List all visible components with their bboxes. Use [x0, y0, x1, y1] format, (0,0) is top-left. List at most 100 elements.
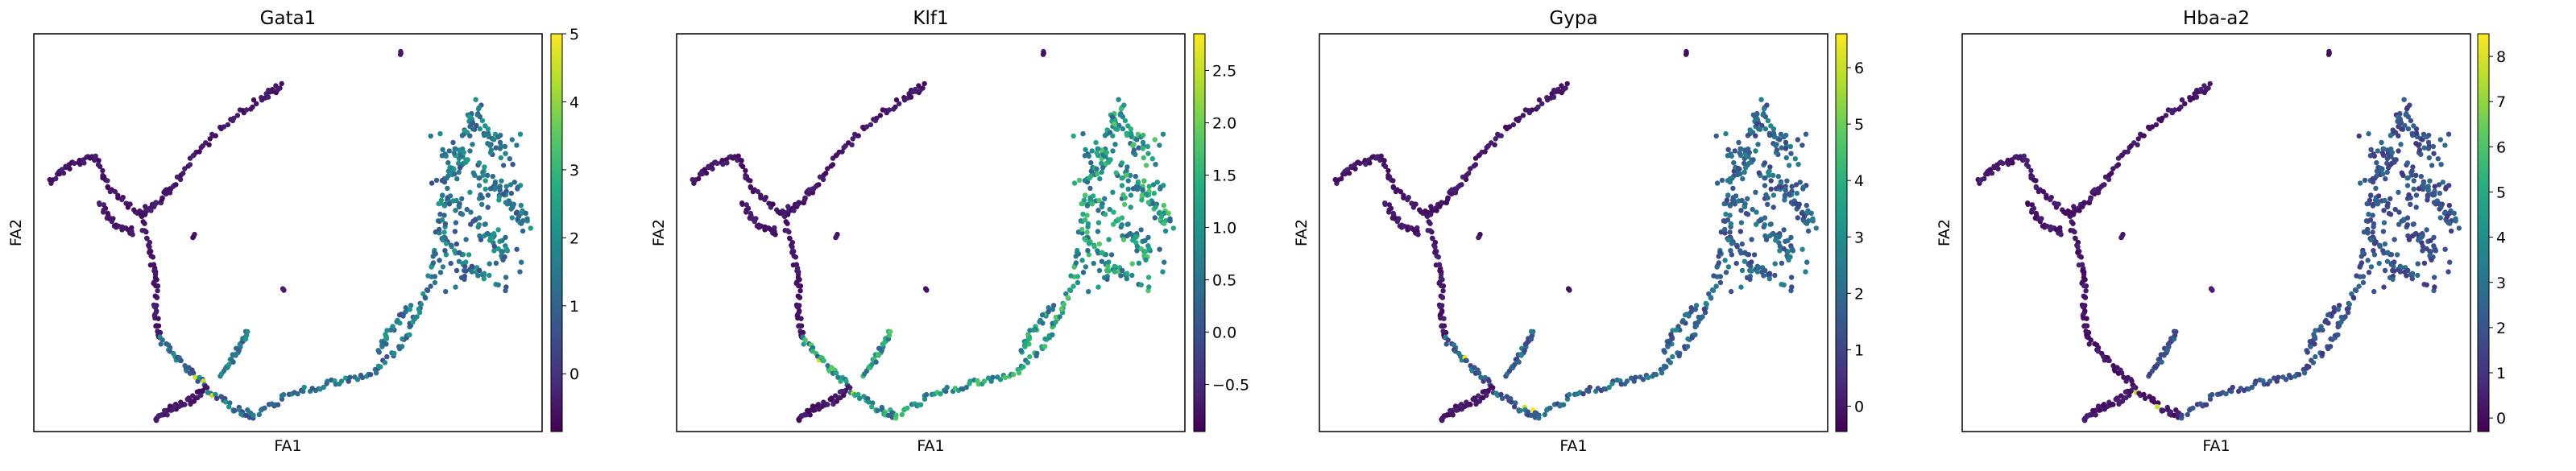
scatter-point — [1741, 169, 1747, 176]
scatter-point — [1749, 237, 1754, 242]
scatter-point — [496, 197, 502, 203]
scatter-point — [2207, 81, 2213, 87]
scatter-point — [443, 153, 449, 159]
scatter-point — [2384, 204, 2391, 210]
scatter-point — [2036, 188, 2042, 195]
panel-3: Gypa FA1 FA2 0 1 2 3 4 5 6 — [1293, 8, 1864, 455]
scatter-point — [1382, 163, 1389, 169]
scatter-point — [1717, 274, 1724, 279]
scatter-point — [485, 205, 491, 210]
scatter-point — [481, 271, 487, 276]
scatter-point — [2385, 250, 2391, 255]
scatter-point — [1124, 172, 1129, 178]
scatter-point — [1100, 250, 1105, 255]
scatter-point — [2374, 159, 2379, 166]
scatter-point — [1118, 106, 1124, 112]
scatter-point — [1339, 176, 1344, 182]
scatter-point — [2405, 267, 2411, 274]
scatter-point — [1738, 146, 1744, 152]
scatter-point — [1724, 197, 1730, 203]
scatter-point — [270, 86, 275, 93]
scatter-point — [475, 273, 481, 279]
scatter-point — [446, 148, 452, 154]
scatter-point — [1714, 264, 1720, 270]
scatter-point — [2118, 393, 2124, 399]
colorbar: 0 1 2 3 4 5 6 — [1835, 33, 1864, 432]
scatter-point — [750, 188, 756, 195]
scatter-point — [2115, 162, 2122, 167]
scatter-point — [1042, 336, 1048, 342]
scatter-point — [1124, 276, 1130, 282]
scatter-point — [1439, 416, 1444, 423]
scatter-point — [1640, 377, 1646, 382]
scatter-point — [2308, 344, 2313, 349]
scatter-point — [1128, 205, 1133, 210]
colorbar-tick-label: 8 — [2496, 48, 2506, 66]
scatter-point — [1633, 374, 1638, 380]
scatter-point — [1071, 133, 1076, 139]
scatter-point — [1138, 282, 1144, 287]
scatter-point — [2163, 113, 2169, 118]
scatter-point — [2370, 229, 2375, 235]
scatter-point — [2371, 288, 2377, 295]
scatter-point — [1126, 231, 1133, 237]
scatter-point — [2044, 195, 2049, 200]
scatter-point — [2081, 323, 2088, 328]
scatter-point — [2110, 363, 2116, 369]
scatter-point — [1476, 393, 1481, 399]
colorbar-tick-label: 1 — [569, 298, 579, 316]
scatter-point — [876, 351, 881, 357]
scatter-point — [1083, 264, 1089, 270]
scatter-point — [1145, 143, 1151, 150]
scatter-point — [2354, 273, 2359, 279]
scatter-point — [2424, 227, 2429, 233]
scatter-point — [1083, 147, 1088, 152]
scatter-point — [1476, 399, 1483, 404]
scatter-point — [502, 143, 508, 150]
colorbar-tick-label: 3 — [569, 162, 579, 180]
scatter-point — [1805, 228, 1812, 234]
scatter-point — [2367, 217, 2374, 223]
scatter-point — [2123, 389, 2129, 395]
scatter-point — [481, 172, 487, 178]
scatter-point — [2025, 200, 2031, 206]
scatter-point — [1130, 238, 1136, 243]
scatter-point — [482, 178, 488, 184]
scatter-point — [1143, 163, 1149, 168]
panel-title: Gata1 — [260, 8, 317, 29]
scatter-point — [2223, 391, 2229, 397]
scatter-point — [1138, 246, 1144, 252]
scatter-point — [1071, 180, 1078, 186]
scatter-point — [2172, 107, 2178, 113]
scatter-point — [1095, 220, 1102, 225]
scatter-point — [2447, 259, 2453, 265]
scatter-point — [453, 241, 459, 247]
scatter-point — [2421, 180, 2426, 187]
scatter-point — [1085, 248, 1091, 254]
scatter-point — [1645, 374, 1651, 381]
scatter-point — [2028, 167, 2034, 174]
scatter-point — [383, 336, 390, 341]
scatter-point — [2175, 410, 2180, 415]
scatter-point — [1785, 238, 1791, 243]
scatter-point — [2081, 283, 2087, 289]
scatter-point — [1381, 158, 1387, 163]
scatter-point — [1772, 261, 1778, 266]
scatter-point — [498, 132, 503, 138]
scatter-point — [797, 294, 802, 300]
scatter-point — [1439, 323, 1445, 328]
scatter-point — [2203, 402, 2209, 407]
scatter-point — [796, 323, 802, 328]
colorbar-tick-label: 4 — [1854, 172, 1864, 190]
scatter-point — [492, 184, 499, 190]
scatter-point — [1071, 283, 1076, 289]
scatter-point — [321, 384, 326, 390]
scatter-point — [2350, 295, 2356, 300]
scatter-point — [442, 221, 449, 227]
scatter-point — [1785, 249, 1791, 254]
scatter-point — [1520, 113, 1526, 118]
scatter-point — [1095, 146, 1101, 152]
scatter-point — [2313, 353, 2318, 360]
scatter-point — [1692, 332, 1698, 337]
scatter-point — [2360, 274, 2367, 279]
